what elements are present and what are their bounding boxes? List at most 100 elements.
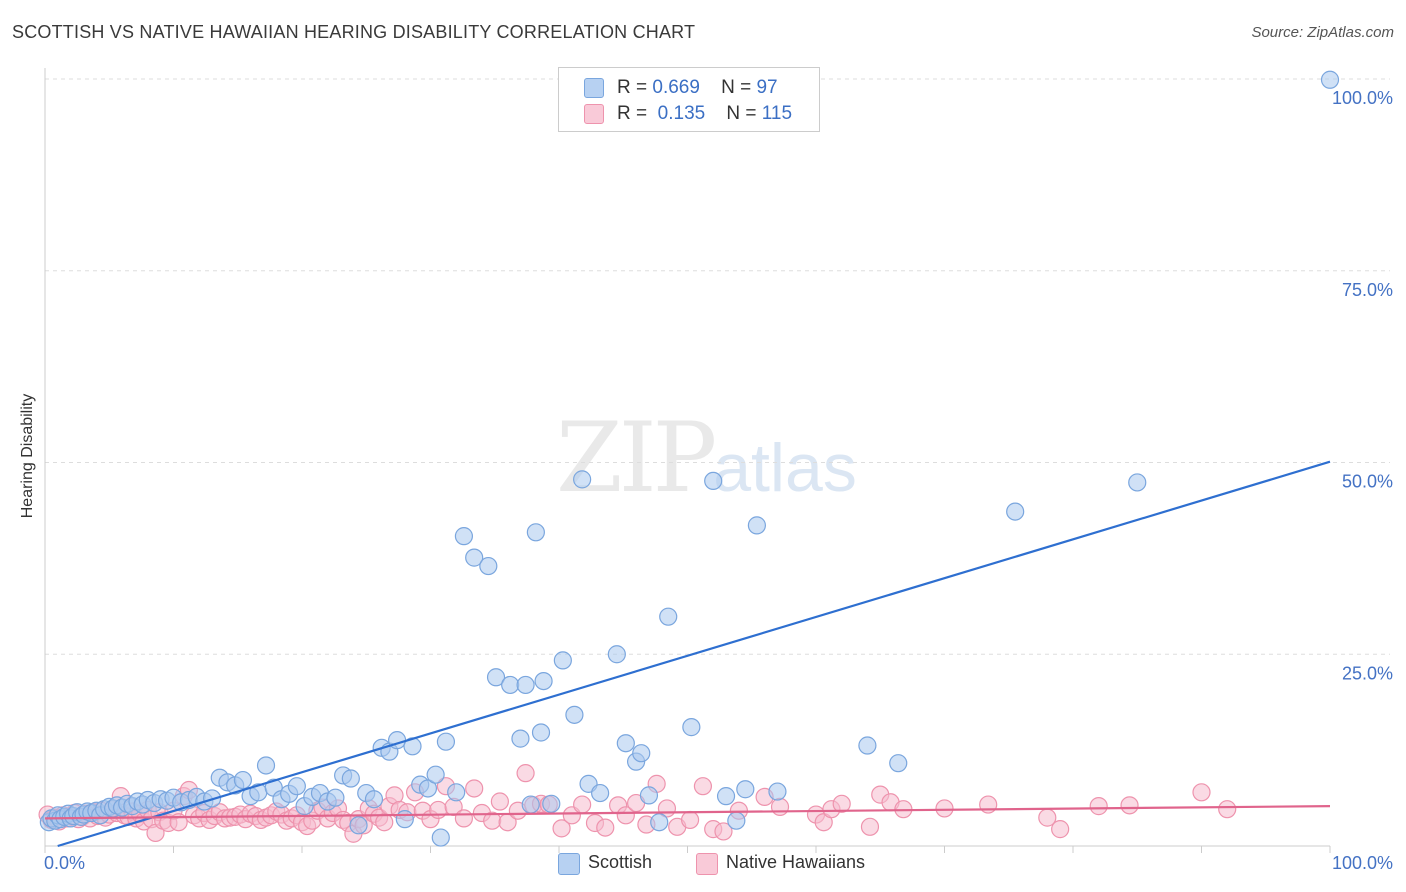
- hawaiian-point: [1051, 820, 1070, 839]
- scottish-point: [565, 705, 584, 724]
- hawaiian-point: [454, 809, 474, 828]
- scottish-swatch: [584, 78, 604, 98]
- scottish-point: [553, 651, 572, 670]
- legend-label-scottish: Scottish: [588, 852, 653, 872]
- stats-text-scottish: R = 0.669 N = 97: [617, 77, 778, 99]
- r-label: R =: [617, 77, 648, 98]
- y-tick-label: 100.0%: [1332, 88, 1393, 108]
- hawaiian-swatch: [584, 104, 604, 124]
- n-label: N =: [721, 77, 752, 98]
- scottish-point: [521, 795, 540, 814]
- scottish-point: [526, 523, 545, 542]
- y-tick-label: 75.0%: [1342, 280, 1393, 300]
- scottish-point: [364, 790, 384, 809]
- scottish-point: [465, 548, 484, 567]
- hawaiian-point: [935, 799, 954, 818]
- x-tick-label: 100.0%: [1332, 853, 1393, 873]
- scottish-point: [716, 787, 736, 806]
- scottish-point: [349, 816, 368, 835]
- watermark: ZIPatlas: [556, 402, 857, 514]
- scottish-point: [501, 675, 520, 695]
- scottish-point: [447, 783, 466, 802]
- scottish-point: [607, 645, 626, 664]
- hawaiian-point: [596, 818, 615, 837]
- scottish-point: [534, 671, 553, 691]
- watermark-zip: ZIP: [556, 402, 717, 514]
- scottish-point: [632, 744, 651, 763]
- scottish-point: [650, 813, 669, 832]
- scottish-point: [639, 786, 659, 805]
- scottish-point: [768, 782, 787, 801]
- watermark-atlas: atlas: [713, 430, 857, 506]
- r-value-hawaiian: 0.135: [657, 103, 706, 124]
- x-tick-label: 0.0%: [44, 853, 85, 873]
- legend-label-hawaiian: Native Hawaiians: [726, 852, 866, 872]
- n-value-hawaiian: 115: [761, 103, 793, 124]
- scottish-point: [341, 769, 360, 788]
- scottish-point: [542, 794, 561, 813]
- chart-title: SCOTTISH VS NATIVE HAWAIIAN HEARING DISA…: [12, 22, 696, 42]
- hawaiian-point: [616, 806, 635, 825]
- scottish-point: [486, 668, 506, 687]
- hawaiian-legend-swatch: [696, 853, 718, 875]
- hawaiian-point: [770, 797, 790, 816]
- hawaiian-point: [465, 779, 484, 798]
- scottish-point: [256, 756, 276, 775]
- hawaiian-point: [680, 810, 700, 830]
- scottish-point: [858, 736, 877, 755]
- r-value-scottish: 0.669: [652, 77, 700, 98]
- scottish-point: [727, 811, 746, 830]
- hawaiian-point: [1089, 797, 1108, 816]
- scottish-point: [659, 607, 678, 626]
- scottish-point: [591, 783, 610, 803]
- scottish-point: [395, 810, 414, 829]
- hawaiian-point: [490, 792, 509, 811]
- hawaiian-point: [832, 794, 851, 813]
- scottish-point: [616, 734, 635, 753]
- hawaiian-point: [429, 800, 448, 820]
- scottish-point: [418, 779, 438, 798]
- hawaiian-point: [1192, 783, 1211, 802]
- scottish-point: [454, 527, 474, 546]
- scottish-legend-swatch: [558, 853, 580, 875]
- y-tick-label: 50.0%: [1342, 472, 1393, 492]
- hawaiian-point: [693, 777, 713, 796]
- scottish-point: [573, 470, 592, 489]
- hawaiian-point: [375, 813, 394, 832]
- scottish-point: [889, 754, 908, 773]
- stats-legend: R = 0.669 N = 97 R = 0.135 N = 115: [558, 67, 820, 132]
- y-tick-label: 25.0%: [1342, 663, 1393, 683]
- stats-text-hawaiian: R = 0.135 N = 115: [617, 103, 792, 125]
- source-label: Source: ZipAtlas.com: [1251, 24, 1394, 41]
- scottish-point: [326, 788, 345, 807]
- scottish-point: [736, 780, 755, 799]
- hawaiian-point: [1218, 800, 1237, 819]
- scottish-trend-line: [57, 460, 1331, 848]
- n-label: N =: [726, 103, 757, 124]
- scottish-point: [1006, 502, 1025, 521]
- scottish-point: [682, 718, 701, 737]
- scottish-point: [747, 516, 766, 535]
- hawaiian-trend-line: [44, 805, 1331, 820]
- scottish-point: [1128, 473, 1147, 492]
- hawaiian-point: [860, 817, 880, 836]
- scottish-point: [287, 777, 306, 796]
- scottish-point: [436, 732, 456, 751]
- scottish-point: [704, 471, 723, 491]
- hawaiian-point: [573, 795, 592, 814]
- hawaiian-point: [714, 822, 733, 841]
- scottish-point: [426, 765, 445, 784]
- hawaiian-point: [1120, 796, 1139, 815]
- hawaiian-point: [516, 764, 535, 783]
- scottish-point: [531, 723, 551, 742]
- hawaiian-point: [552, 819, 571, 838]
- scottish-point: [511, 729, 530, 748]
- scottish-point: [516, 675, 535, 695]
- scottish-point: [479, 556, 498, 576]
- scottish-point: [431, 828, 450, 847]
- n-value-scottish: 97: [756, 77, 778, 98]
- scottish-point: [1320, 70, 1340, 89]
- scottish-point: [233, 770, 252, 790]
- r-label: R =: [617, 103, 648, 124]
